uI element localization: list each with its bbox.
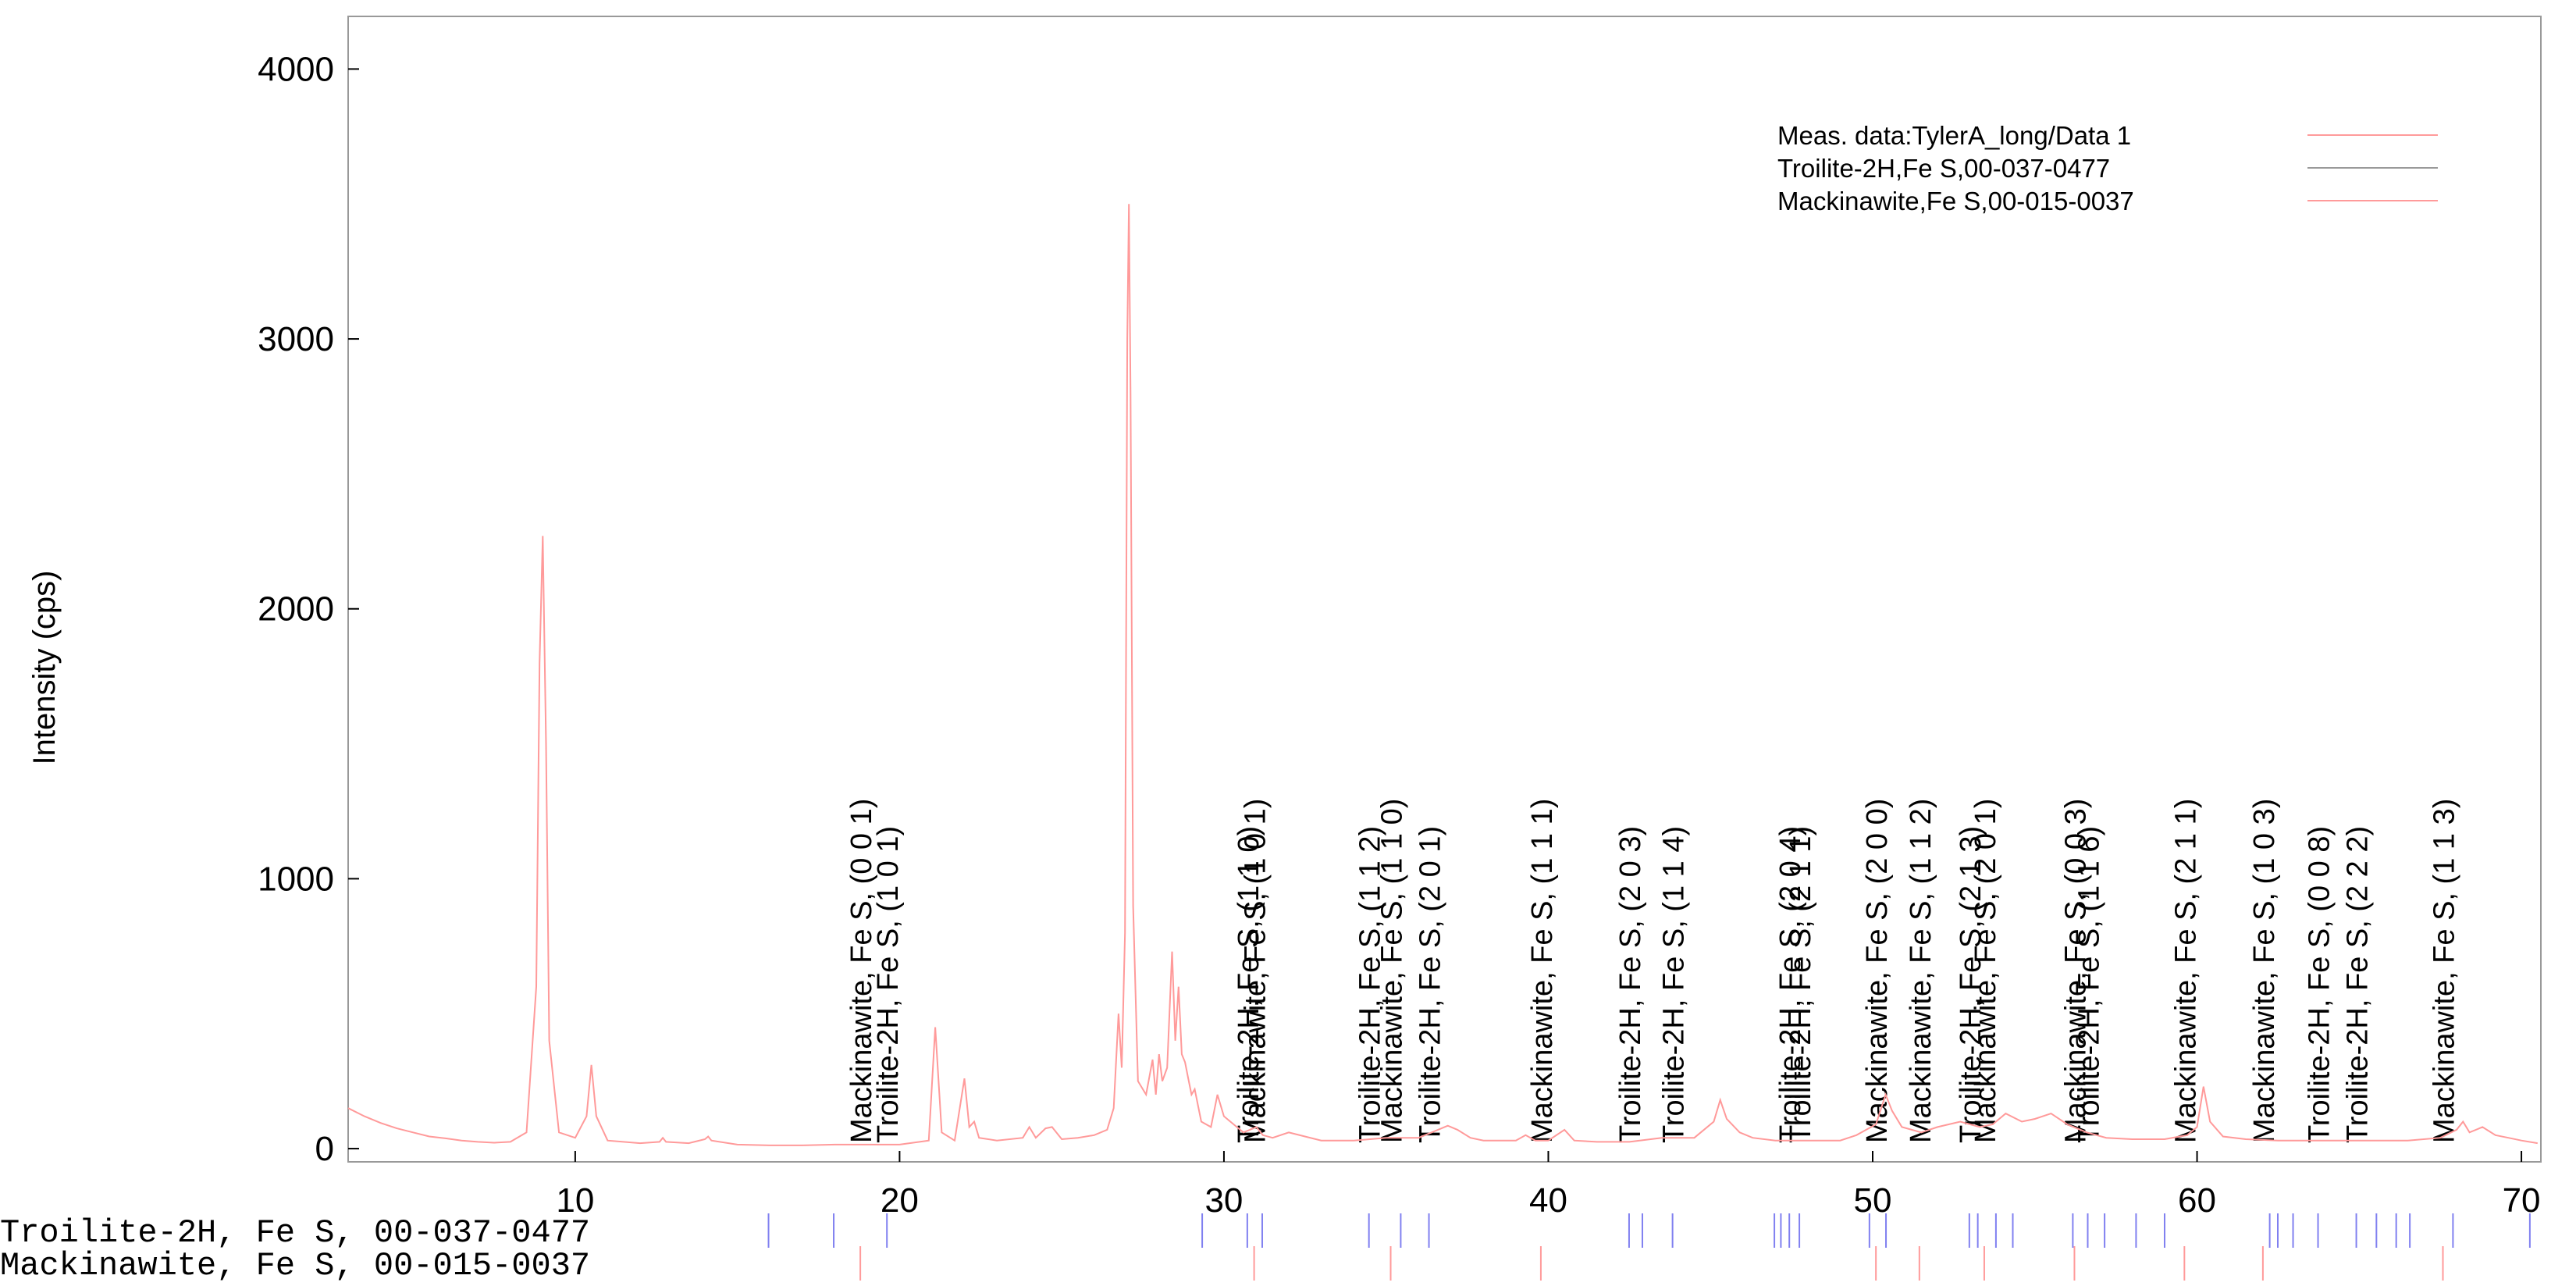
peak-label: Troilite-2H, Fe S, (2 0 4) xyxy=(1774,826,1807,1143)
peak-label: Mackinawite, Fe S, (1 0 3) xyxy=(2248,799,2281,1143)
peak-label: Mackinawite, Fe S, (2 1 1) xyxy=(2169,799,2202,1143)
peak-label: Mackinawite, Fe S, (1 1 2) xyxy=(1905,799,1937,1143)
peak-label: Troilite-2H, Fe S, (1 1 6) xyxy=(2073,826,2106,1143)
x-tick-label: 30 xyxy=(1204,1181,1243,1220)
peak-label: Mackinawite, Fe S, (0 0 1) xyxy=(845,799,878,1143)
y-tick-label: 4000 xyxy=(258,50,334,88)
peak-label: Mackinawite, Fe S, (2 0 1) xyxy=(1969,799,2002,1143)
x-tick-label: 60 xyxy=(2178,1181,2216,1220)
peak-label: Troilite-2H, Fe S, (2 1 3) xyxy=(1955,826,1987,1143)
data-line xyxy=(347,204,2538,1146)
x-tick-label: 40 xyxy=(1529,1181,1567,1220)
peak-label: Troilite-2H, Fe S, (2 0 3) xyxy=(1614,826,1647,1143)
reference-name: Mackinawite, Fe S, 00-015-0037 xyxy=(0,1247,590,1284)
peak-label: Mackinawite, Fe S, (1 1 3) xyxy=(2428,799,2461,1143)
peak-label: Mackinawite, Fe S, (1 1 1) xyxy=(1526,799,1559,1143)
x-tick-label: 20 xyxy=(881,1181,919,1220)
peak-label: Troilite-2H, Fe S, (2 0 1) xyxy=(1414,826,1447,1143)
peak-label: Troilite-2H, Fe S, (1 1 0) xyxy=(1233,826,1265,1143)
x-tick-label: 70 xyxy=(2503,1181,2541,1220)
y-tick-label: 2000 xyxy=(258,590,334,629)
x-tick-label: 10 xyxy=(556,1181,594,1220)
peak-label: Troilite-2H, Fe S, (2 2 2) xyxy=(2342,826,2375,1143)
plot-frame xyxy=(347,16,2542,1163)
y-axis-label: Intensity (cps) xyxy=(27,571,62,765)
peak-label: Mackinawite, Fe S, (1 0 1) xyxy=(1240,799,1272,1143)
x-tick-label: 50 xyxy=(1854,1181,1892,1220)
legend-label: Mackinawite,Fe S,00-015-0037 xyxy=(1777,187,2134,216)
peak-label: Troilite-2H, Fe S, (1 0 1) xyxy=(872,826,905,1143)
y-tick-label: 1000 xyxy=(258,860,334,898)
peak-label: Troilite-2H, Fe S, (2 1 1) xyxy=(1784,826,1817,1143)
peak-label: Mackinawite, Fe S, (2 0 0) xyxy=(1861,799,1894,1143)
peak-label: Troilite-2H, Fe S, (1 1 4) xyxy=(1658,826,1691,1143)
peak-label: Troilite-2H, Fe S, (0 0 8) xyxy=(2304,826,2336,1143)
reference-name: Troilite-2H, Fe S, 00-037-0477 xyxy=(0,1214,590,1252)
peak-label: Mackinawite, Fe S, (1 1 0) xyxy=(1376,799,1409,1143)
legend-label: Troilite-2H,Fe S,00-037-0477 xyxy=(1777,154,2110,183)
peak-label: Mackinawite, Fe S, (0 0 3) xyxy=(2059,799,2092,1143)
y-tick-label: 0 xyxy=(315,1130,334,1168)
legend-label: Meas. data:TylerA_long/Data 1 xyxy=(1777,121,2131,150)
y-tick-label: 3000 xyxy=(258,320,334,358)
peak-label: Troilite-2H, Fe S, (1 1 2) xyxy=(1354,826,1387,1143)
